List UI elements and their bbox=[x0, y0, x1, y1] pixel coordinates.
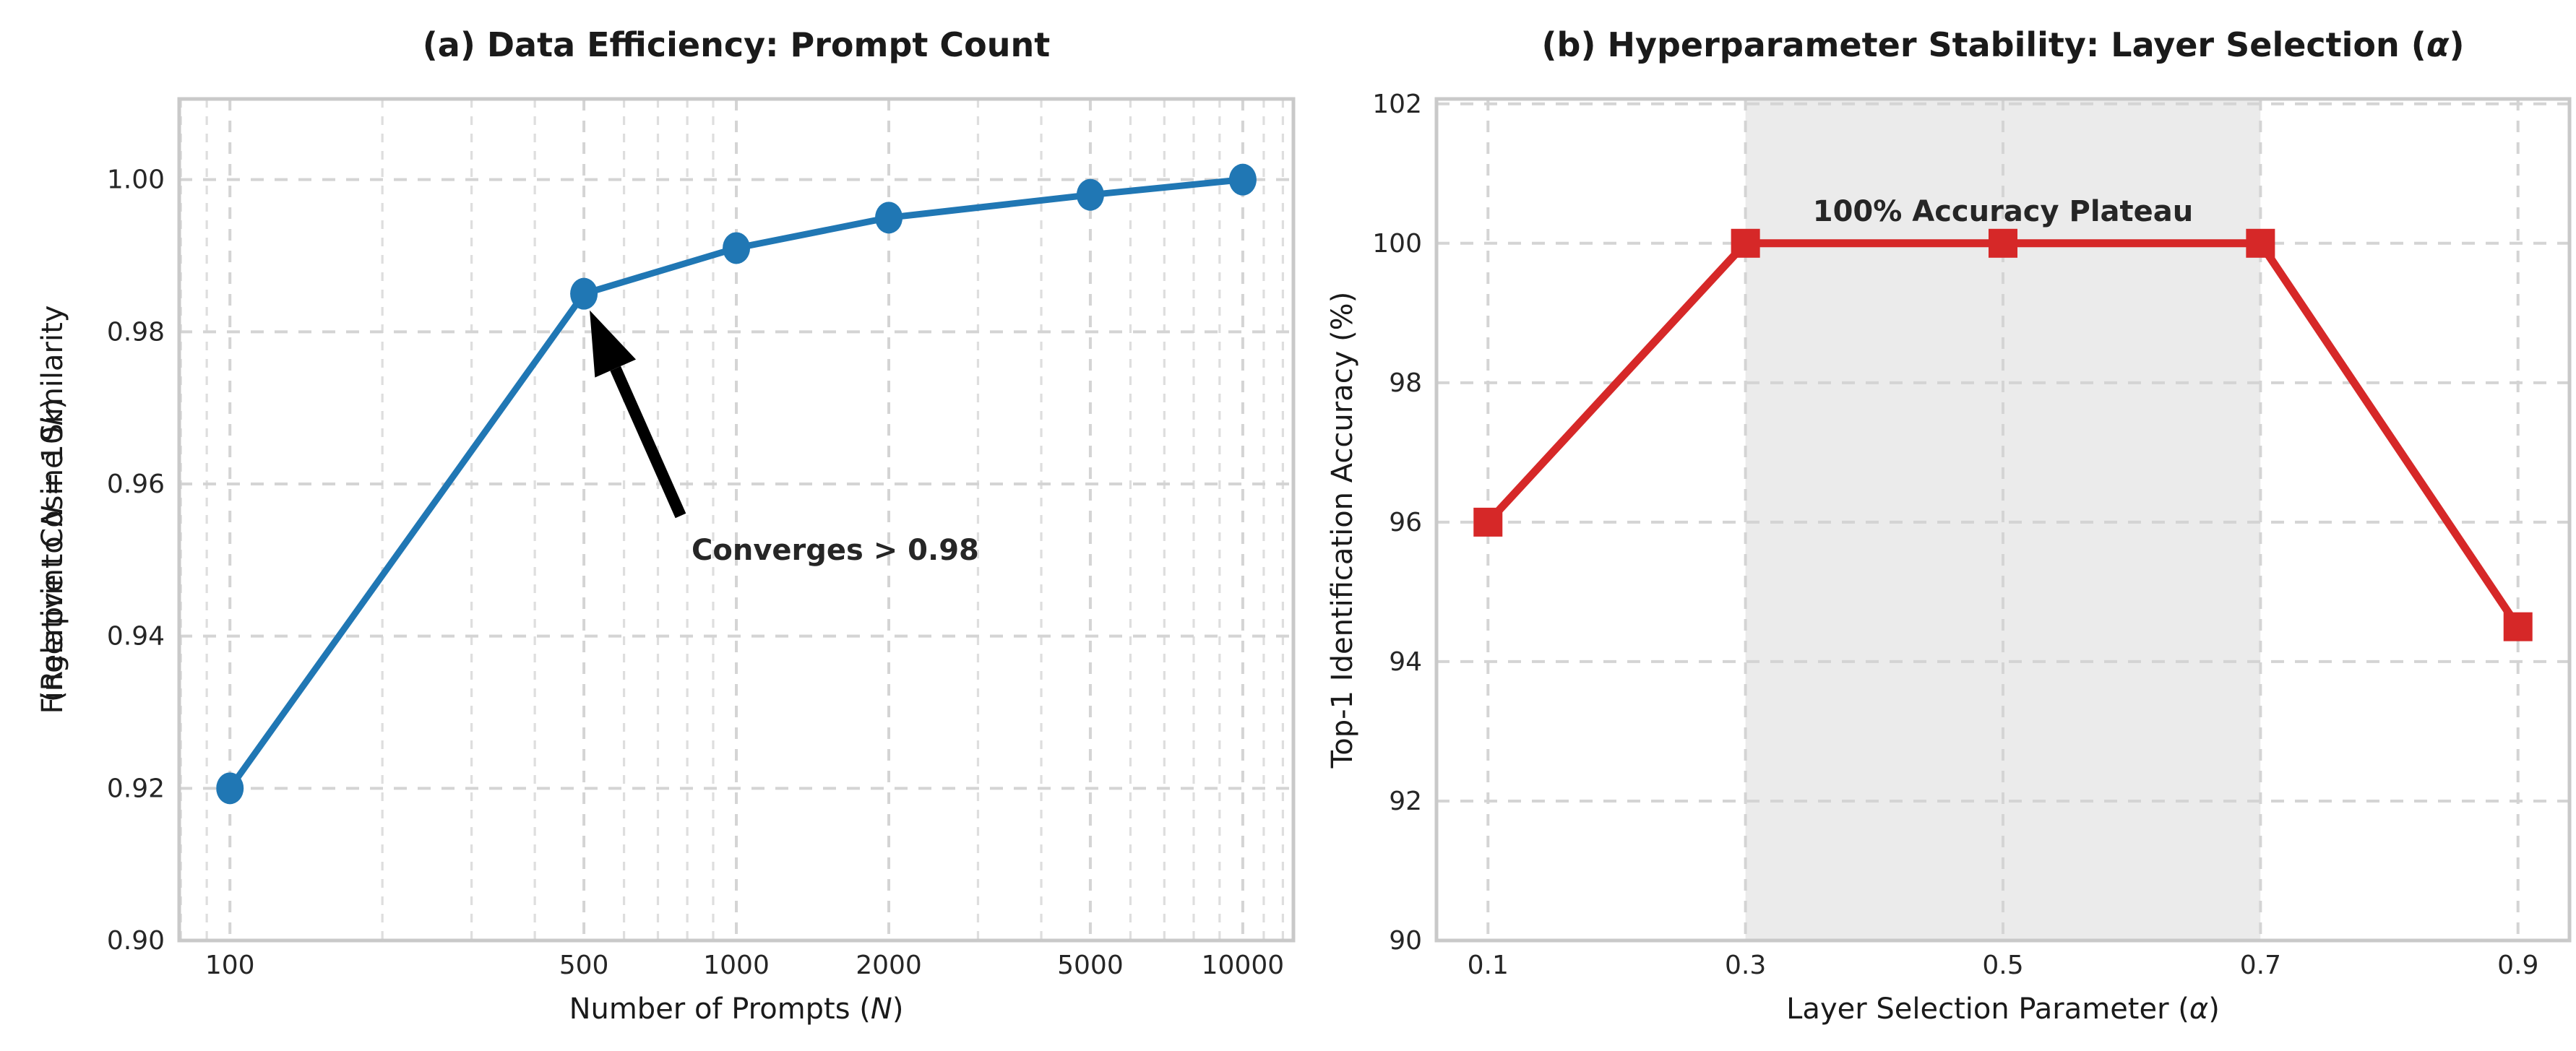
y-tick-label: 90 bbox=[1389, 926, 1422, 956]
x-tick-label: 1000 bbox=[703, 951, 770, 980]
x-tick-label: 500 bbox=[559, 951, 609, 980]
y-tick-label: 1.00 bbox=[107, 165, 165, 195]
y-tick-label: 98 bbox=[1389, 368, 1422, 398]
x-tick-label: 10000 bbox=[1202, 951, 1285, 980]
series-line bbox=[227, 176, 1244, 790]
data-point-marker bbox=[570, 277, 598, 310]
annotation-arrow-shaft bbox=[610, 366, 686, 519]
data-point-marker bbox=[1473, 507, 1503, 537]
y-tick-label: 0.96 bbox=[107, 470, 165, 499]
x-tick-label: 100 bbox=[205, 951, 255, 980]
converges-annotation: Converges > 0.98 bbox=[692, 534, 979, 567]
annotation-arrow-head bbox=[590, 310, 637, 378]
x-tick-label: 0.9 bbox=[2497, 951, 2538, 980]
data-point-marker bbox=[1228, 163, 1257, 196]
chart-title: (a) Data Efficiency: Prompt Count bbox=[423, 25, 1050, 64]
plateau-annotation: 100% Accuracy Plateau bbox=[1813, 195, 2194, 228]
data-point-marker bbox=[875, 202, 903, 234]
x-tick-label: 0.3 bbox=[1725, 951, 1766, 980]
y-tick-label: 102 bbox=[1372, 90, 1422, 119]
chart-hyperparameter-stability: 0.1 0.3 0.5 0.7 0.9 90 92 94 96 98 100 102 (b) Hyper… bbox=[1326, 25, 2572, 1026]
y-tick-label: 100 bbox=[1372, 229, 1422, 259]
y-axis-label: Fingerprint Cosine Similarity bbox=[36, 306, 69, 714]
x-axis-label: Layer Selection Parameter (α) bbox=[1786, 992, 2220, 1026]
x-tick-label: 0.1 bbox=[1468, 951, 1509, 980]
y-tick-label: 94 bbox=[1389, 647, 1422, 677]
y-axis-label: (Relative to N = 10k) bbox=[36, 398, 69, 702]
plot-border bbox=[1434, 97, 2572, 943]
y-axis-label: Top-1 Identification Accuracy (%) bbox=[1326, 292, 1359, 769]
y-tick-label: 96 bbox=[1389, 508, 1422, 537]
plot-border bbox=[177, 97, 1296, 943]
chart-title: (b) Hyperparameter Stability: Layer Sele… bbox=[1542, 25, 2465, 64]
x-axis-label: Number of Prompts (N) bbox=[569, 992, 904, 1026]
x-tick-label: 0.5 bbox=[1982, 951, 2023, 980]
data-point-marker bbox=[216, 772, 244, 805]
y-tick-label: 0.94 bbox=[107, 622, 165, 652]
x-tick-label: 5000 bbox=[1057, 951, 1124, 980]
y-tick-label: 0.98 bbox=[107, 317, 165, 347]
data-point-marker bbox=[1076, 178, 1104, 211]
data-point-marker bbox=[2503, 612, 2533, 641]
data-point-marker bbox=[1731, 228, 1760, 258]
data-point-marker bbox=[2246, 228, 2275, 258]
data-point-marker bbox=[1989, 228, 2017, 258]
y-tick-label: 0.90 bbox=[107, 926, 165, 956]
y-tick-label: 0.92 bbox=[107, 774, 165, 803]
x-tick-label: 0.7 bbox=[2240, 951, 2281, 980]
y-tick-label: 92 bbox=[1389, 787, 1422, 816]
x-tick-label: 2000 bbox=[856, 951, 922, 980]
data-point-marker bbox=[723, 232, 751, 264]
chart-data-efficiency: 100 500 1000 2000 5000 10000 0.90 0.92 0.94 0.96 0… bbox=[36, 25, 1296, 1026]
